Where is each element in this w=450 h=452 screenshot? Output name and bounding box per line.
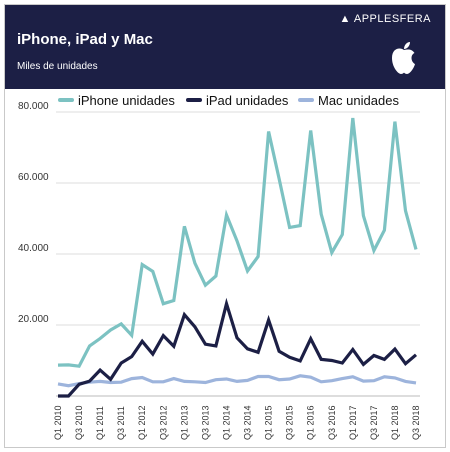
- x-tick-label: Q3 2012: [158, 405, 168, 440]
- x-tick-label: Q1 2016: [306, 405, 316, 440]
- x-tick-label: Q3 2015: [285, 405, 295, 440]
- y-tick-label: 40.000: [18, 243, 49, 254]
- series-line-mac: [57, 374, 417, 388]
- x-tick-label: Q3 2010: [74, 405, 84, 440]
- y-tick-label: 80.000: [18, 101, 49, 112]
- x-tick-label: Q3 2016: [327, 405, 337, 440]
- x-tick-label: Q1 2013: [179, 405, 189, 440]
- brand-logo: ▲ APPLESFERA: [339, 13, 431, 25]
- x-tick-label: Q1 2015: [264, 405, 274, 440]
- series-line-iphone: [57, 117, 418, 368]
- apple-logo-icon: [392, 42, 415, 74]
- legend-label: iPad unidades: [206, 93, 289, 108]
- x-tick-label: Q1 2010: [53, 405, 63, 440]
- x-tick-label: Q3 2018: [411, 405, 421, 440]
- x-tick-label: Q1 2012: [137, 405, 147, 440]
- x-tick-label: Q3 2013: [200, 405, 210, 440]
- page-title: iPhone, iPad y Mac: [17, 31, 153, 48]
- chart-card: iPhone, iPad y Mac Miles de unidades ▲ A…: [4, 4, 446, 448]
- series-line-ipad: [58, 297, 418, 398]
- page-subtitle: Miles de unidades: [17, 61, 98, 72]
- y-tick-label: 60.000: [18, 172, 49, 183]
- header-banner: iPhone, iPad y Mac Miles de unidades ▲ A…: [5, 5, 445, 89]
- y-tick-label: 20.000: [18, 314, 49, 325]
- x-tick-label: Q3 2017: [369, 405, 379, 440]
- legend-label: Mac unidades: [318, 93, 399, 108]
- x-tick-label: Q3 2014: [243, 405, 253, 440]
- x-tick-label: Q1 2014: [221, 405, 231, 440]
- x-tick-label: Q3 2011: [116, 406, 126, 440]
- x-tick-label: Q1 2017: [348, 405, 358, 440]
- x-tick-label: Q1 2011: [95, 406, 105, 440]
- x-tick-label: Q1 2018: [390, 405, 400, 440]
- legend-label: iPhone unidades: [78, 93, 175, 108]
